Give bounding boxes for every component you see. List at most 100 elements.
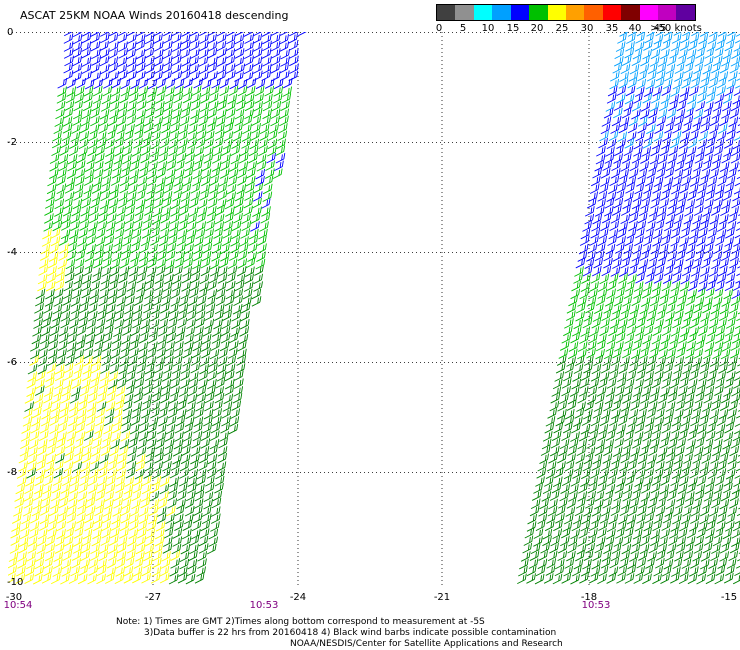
wind-barb [105, 138, 115, 150]
wind-barb [676, 296, 687, 307]
wind-barb [627, 265, 638, 277]
wind-barb [709, 214, 720, 225]
wind-barb [144, 280, 155, 292]
wind-barb [637, 70, 647, 82]
wind-barb [157, 243, 168, 254]
wind-barb [249, 138, 260, 150]
wind-barb [199, 273, 210, 285]
wind-barb [69, 393, 80, 404]
wind-barb [160, 303, 170, 314]
wind-barb [244, 190, 254, 201]
wind-barb [78, 565, 89, 576]
wind-barb [714, 280, 725, 292]
wind-barb [91, 272, 102, 284]
wind-barb [725, 371, 736, 382]
wind-barb [706, 280, 716, 292]
wind-barb [172, 101, 182, 112]
wind-barb [685, 295, 696, 306]
wind-barb [615, 385, 625, 397]
wind-barb [137, 356, 147, 367]
wind-barb [131, 408, 142, 419]
wind-barb [707, 130, 718, 142]
wind-barb [239, 236, 249, 247]
wind-barb [647, 258, 658, 270]
wind-barb [159, 476, 170, 487]
wind-barb [71, 378, 82, 389]
wind-barb [265, 160, 275, 171]
wind-barb [155, 183, 165, 194]
wind-barb [89, 468, 99, 479]
wind-barb [600, 363, 611, 374]
wind-barb [658, 243, 669, 255]
wind-barb [74, 93, 85, 104]
wind-barb [61, 558, 72, 570]
wind-barb [158, 415, 168, 427]
wind-barb [98, 213, 108, 224]
wind-barb [154, 280, 164, 292]
wind-barb [526, 573, 536, 584]
wind-barb [119, 528, 129, 539]
wind-barb [665, 303, 676, 314]
wind-barb [652, 86, 663, 97]
wind-barb [610, 123, 621, 134]
wind-barb [206, 468, 217, 479]
wind-barb [262, 56, 272, 67]
wind-barb [81, 32, 92, 44]
wind-barb [70, 131, 81, 142]
wind-barb [136, 55, 146, 67]
wind-barb [209, 85, 220, 96]
wind-barb [678, 385, 688, 397]
wind-barb [229, 416, 240, 427]
wind-barb [110, 520, 121, 531]
wind-barb [184, 505, 195, 517]
wind-barb [683, 71, 693, 82]
wind-barb [154, 107, 164, 119]
wind-barb [100, 183, 111, 194]
wind-barb [554, 558, 565, 570]
wind-barb [72, 63, 83, 74]
legend-swatch-9 [602, 5, 622, 20]
wind-barb [603, 250, 614, 262]
wind-barb [267, 130, 278, 141]
wind-barb [629, 355, 640, 366]
wind-barb [248, 235, 259, 246]
wind-barb [206, 461, 217, 472]
wind-barb [211, 415, 222, 427]
wind-barb [181, 272, 192, 284]
wind-barb [149, 146, 160, 157]
wind-barb [8, 573, 16, 583]
wind-barb [116, 378, 127, 389]
wind-barb [629, 551, 639, 562]
wind-barb [72, 288, 82, 300]
wind-barb [228, 168, 239, 180]
wind-barb [156, 431, 167, 442]
wind-barb [736, 221, 740, 224]
wind-barb [652, 228, 663, 240]
wind-barb [592, 213, 603, 225]
wind-barb [182, 431, 193, 442]
wind-barb [100, 71, 110, 82]
wind-barb [238, 153, 249, 164]
wind-barb [590, 273, 601, 284]
wind-barb [686, 48, 697, 60]
wind-barb [24, 573, 34, 584]
wind-barb [89, 288, 100, 300]
wind-barb [252, 191, 263, 202]
wind-barb [665, 115, 676, 127]
wind-barb [620, 63, 631, 75]
wind-barb [148, 251, 158, 262]
wind-barb [151, 213, 162, 225]
wind-barb [88, 385, 99, 397]
wind-barb [41, 490, 52, 502]
wind-barb [40, 498, 51, 509]
wind-barb [206, 385, 216, 397]
wind-barb [635, 325, 645, 337]
wind-barb [67, 242, 77, 254]
wind-barb [140, 497, 151, 509]
wind-barb [720, 205, 730, 216]
wind-barb [594, 161, 605, 172]
wind-barb [81, 378, 91, 390]
wind-barb [126, 32, 136, 37]
wind-barb [629, 160, 640, 172]
wind-barb [594, 491, 605, 502]
